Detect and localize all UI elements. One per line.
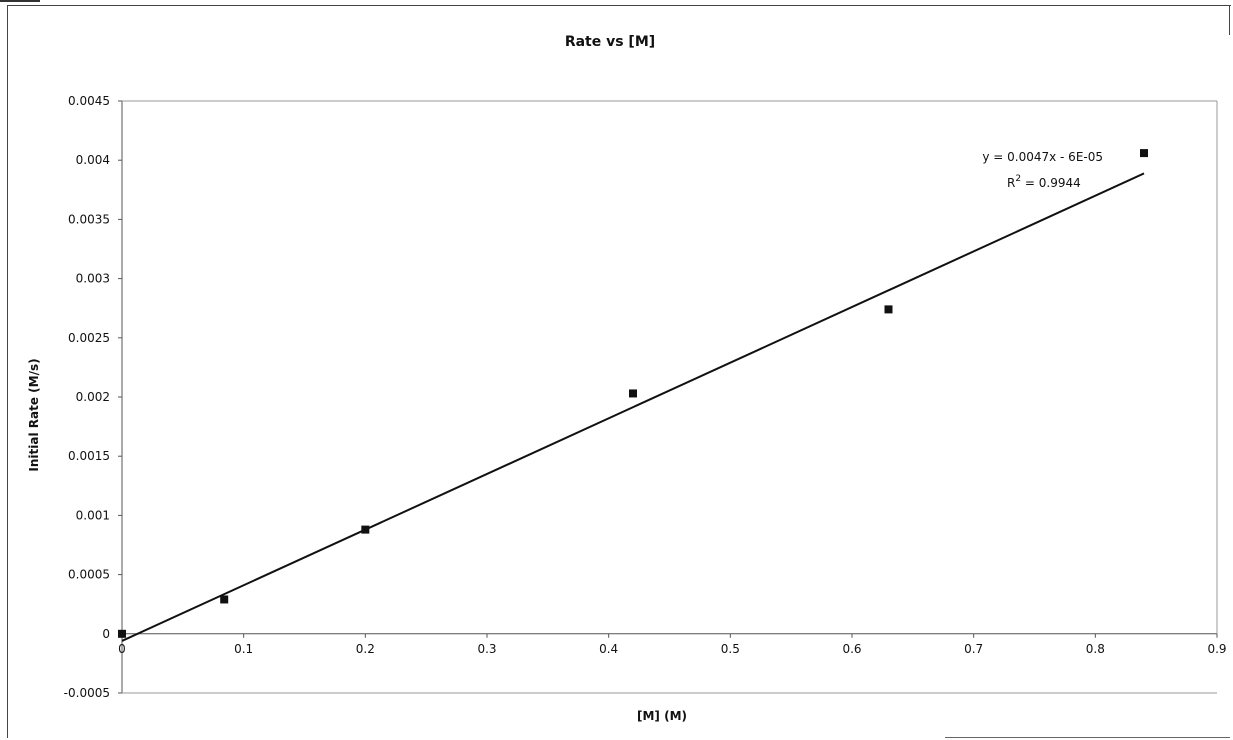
x-tick-label: 0.7 xyxy=(964,642,983,656)
x-tick-label: 0.4 xyxy=(599,642,618,656)
trendline-r-squared: R2 = 0.9944 xyxy=(1007,174,1081,190)
x-tick-label: 0.3 xyxy=(477,642,496,656)
data-point xyxy=(118,629,126,638)
r-squared-letter: R xyxy=(1007,176,1015,190)
x-tick-group: 0 0.1 0.2 0.3 0.4 0.5 0.6 0.7 0.8 0.9 xyxy=(118,633,1227,656)
r-squared-superscript: 2 xyxy=(1015,174,1021,184)
x-tick-label: 0.9 xyxy=(1207,642,1226,656)
r-squared-value: = 0.9944 xyxy=(1021,176,1081,190)
y-tick-group: -0.0005 0 0.0005 0.001 0.0015 0.002 0.0025 0.00… xyxy=(64,94,122,700)
y-tick-label: 0.0025 xyxy=(68,331,110,345)
y-tick-label: 0.0005 xyxy=(68,568,110,582)
y-axis-title: Initial Rate (M/s) xyxy=(27,358,41,471)
y-tick-label: 0.0045 xyxy=(68,94,110,108)
x-tick-label: 0.1 xyxy=(234,642,253,656)
data-point xyxy=(884,305,893,314)
x-tick-label: 0.6 xyxy=(842,642,861,656)
chart-title: Rate vs [M] xyxy=(565,34,655,50)
data-point xyxy=(361,525,370,534)
trendline-equation: y = 0.0047x - 6E-05 xyxy=(982,150,1103,164)
y-tick-label: 0.004 xyxy=(76,153,110,167)
y-tick-label: 0.001 xyxy=(76,508,110,522)
chart-frame-bottom-edge xyxy=(945,737,1230,738)
data-point xyxy=(629,389,637,398)
y-tick-label: 0.003 xyxy=(76,272,110,286)
y-tick-label: 0.0035 xyxy=(68,212,110,226)
data-points xyxy=(118,149,1148,638)
trendline xyxy=(121,172,1145,642)
chart-frame xyxy=(7,5,1231,738)
chart-frame-right-edge xyxy=(1229,5,1230,35)
y-tick-label: 0 xyxy=(102,627,110,641)
x-tick-label: 0 xyxy=(118,642,126,656)
y-tick-label: 0.002 xyxy=(76,390,110,404)
y-tick-label: 0.0015 xyxy=(68,449,110,463)
data-point xyxy=(220,595,229,604)
y-tick-label: -0.0005 xyxy=(64,686,110,700)
x-tick-label: 0.2 xyxy=(356,642,375,656)
x-tick-label: 0.5 xyxy=(721,642,740,656)
x-axis-title: [M] (M) xyxy=(637,709,687,723)
data-point xyxy=(1140,149,1148,158)
x-tick-label: 0.8 xyxy=(1086,642,1105,656)
top-left-mark xyxy=(0,0,40,2)
